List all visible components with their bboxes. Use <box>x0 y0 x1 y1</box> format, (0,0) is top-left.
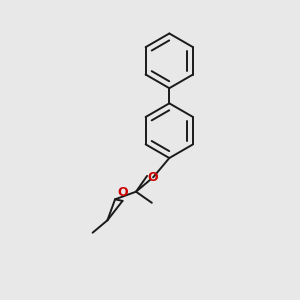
Text: O: O <box>148 171 158 184</box>
Text: O: O <box>117 186 128 200</box>
